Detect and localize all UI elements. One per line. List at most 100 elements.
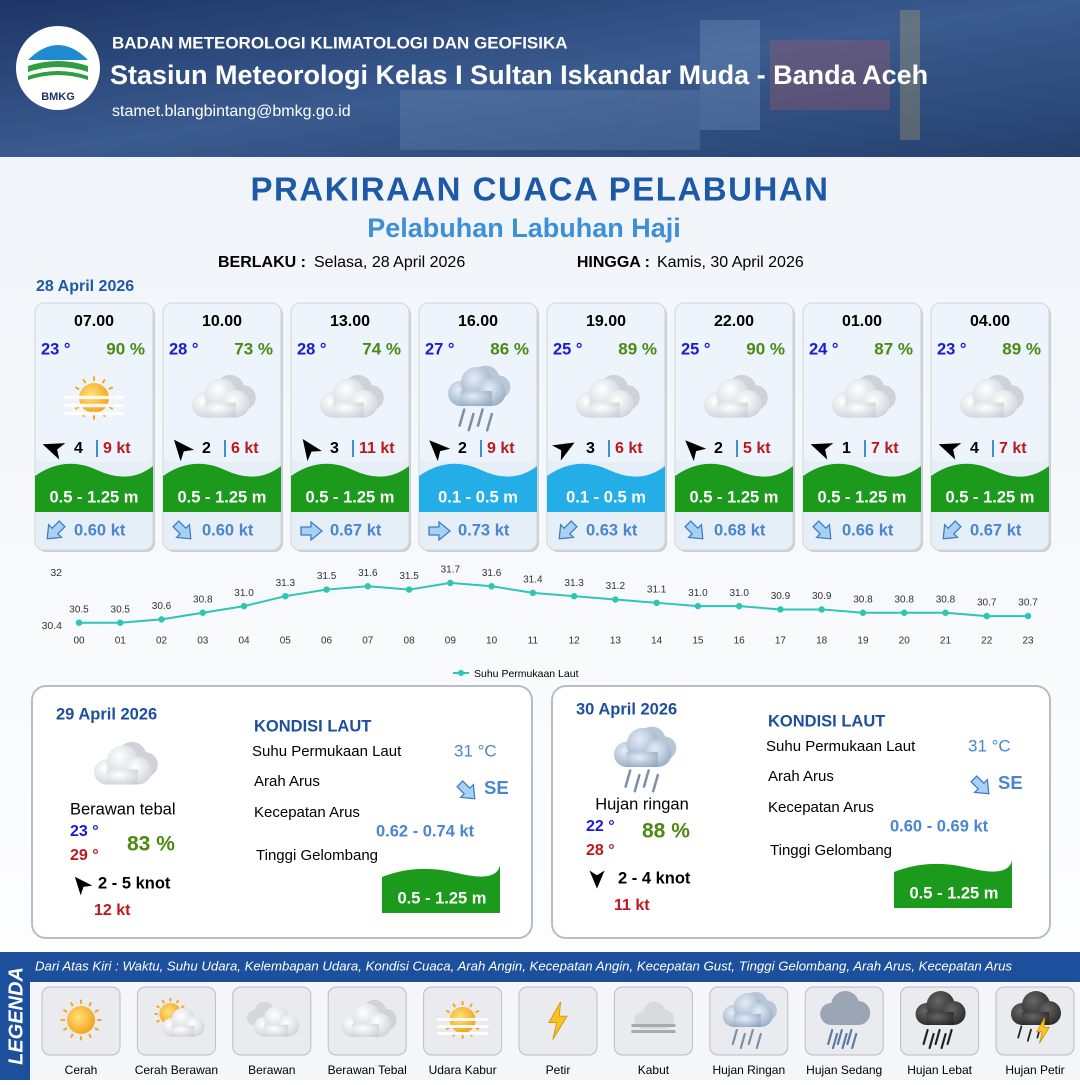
day-date: 29 April 2026 (56, 705, 157, 723)
value-label: 31.7 (441, 565, 461, 576)
wave (163, 463, 281, 512)
humidity: 87 % (874, 339, 913, 358)
point (694, 602, 702, 610)
value-label: 30.7 (977, 598, 997, 609)
point (323, 586, 330, 593)
speed: 0.60 - 0.69 kt (890, 817, 989, 835)
weather-icon (320, 374, 384, 418)
cloud-part (972, 402, 1004, 418)
wave (291, 463, 409, 512)
current-speed: 0.73 kt (458, 521, 510, 539)
value-label: 31.0 (688, 588, 708, 599)
x-tick-label: 03 (197, 636, 209, 647)
temperature: 28 ° (169, 340, 199, 358)
agency: BADAN METEOROLOGI KLIMATOLOGI DAN GEOFIS… (112, 33, 568, 52)
time: 13.00 (330, 313, 370, 330)
line (79, 581, 1028, 624)
point (735, 602, 743, 610)
rain-drop (846, 1028, 853, 1046)
current-direction (428, 520, 452, 542)
rain-drop (739, 1032, 746, 1050)
legend-item: Hujan Sedang (806, 1063, 882, 1077)
legend-item: Cerah Berawan (135, 1063, 218, 1077)
humidity: 83 % (127, 833, 175, 856)
point (983, 612, 990, 620)
gust: 5 kt (743, 440, 771, 457)
wind-speed: 4 (74, 440, 83, 457)
x-tick-label: 08 (404, 636, 416, 647)
y-tick-label: 30.4 (42, 620, 63, 632)
speed: 0.62 - 0.74 kt (376, 822, 475, 840)
point (529, 589, 537, 597)
legend-item: Berawan (248, 1063, 295, 1077)
point (447, 579, 454, 587)
condition: Berawan tebal (70, 800, 176, 818)
cloud-part (643, 1018, 665, 1029)
value-label: 30.5 (69, 604, 89, 615)
logo-badge (16, 26, 100, 110)
legend-item: Hujan Ringan (712, 1063, 785, 1077)
validity-to: Kamis, 30 April 2026 (657, 254, 804, 271)
weather-icon (915, 991, 966, 1050)
point (859, 609, 867, 616)
logo-text: BMKG (41, 91, 75, 103)
haze (64, 403, 124, 408)
value-label: 31.3 (276, 578, 296, 589)
value-label: 31.0 (729, 588, 749, 599)
x-tick-label: 19 (857, 636, 869, 647)
temperature: 25 ° (553, 340, 583, 358)
header-banner (0, 0, 1080, 157)
legend-title: LEGENDA (5, 967, 27, 1065)
rain-drop (922, 1028, 929, 1046)
sea-title: KONDISI LAUT (254, 717, 371, 735)
temp-min: 23 ° (70, 823, 99, 840)
fog (631, 1024, 676, 1027)
wave-height: 0.5 - 1.25 m (910, 884, 999, 902)
wind-speed: 2 (202, 440, 211, 457)
wind-direction (42, 443, 66, 460)
x-tick-label: 06 (321, 636, 333, 647)
sun-ray (175, 999, 180, 1004)
time: 16.00 (458, 313, 498, 330)
wind-direction (552, 442, 575, 461)
weather-icon (247, 1001, 300, 1037)
validity-label: HINGGA : (577, 254, 650, 271)
wave-height: 0.5 - 1.25 m (398, 889, 487, 907)
rain-drop (633, 773, 641, 793)
wind-direction (302, 438, 322, 462)
cloud-part (460, 391, 492, 407)
current-speed: 0.63 kt (586, 521, 638, 539)
current-speed: 0.60 kt (74, 521, 126, 539)
x-tick-label: 16 (734, 636, 746, 647)
sst: 31 °C (454, 741, 497, 760)
temperature: 23 ° (41, 340, 71, 358)
sun-ray (88, 1033, 93, 1039)
sun-ray (108, 386, 114, 391)
fog (631, 1030, 676, 1033)
humidity: 86 % (490, 339, 529, 358)
value-label: 31.0 (234, 588, 254, 599)
rain-drop (1017, 1025, 1023, 1039)
temperature: 24 ° (809, 340, 839, 358)
rain-drop (934, 1028, 941, 1046)
wave-height: 0.1 - 0.5 m (566, 488, 646, 506)
sun-ray (94, 1027, 100, 1032)
value-label: 30.8 (193, 594, 213, 605)
point (612, 596, 619, 603)
value-label: 31.3 (564, 578, 584, 589)
current-speed: 0.67 kt (970, 521, 1022, 539)
point (777, 606, 784, 613)
validity-from: Selasa, 28 April 2026 (314, 254, 465, 271)
current-direction (456, 780, 476, 800)
weather-icon (436, 1001, 489, 1039)
rain-drop (747, 1028, 754, 1046)
point (653, 599, 660, 607)
sun-ray (62, 1027, 68, 1032)
sun-ray (156, 1005, 160, 1009)
time: 19.00 (586, 313, 626, 330)
rain-drop (624, 769, 632, 788)
legend-item: Hujan Lebat (907, 1063, 972, 1077)
legend-item: Petir (546, 1063, 571, 1077)
cloud-part (588, 402, 620, 418)
wind-direction (589, 870, 605, 889)
